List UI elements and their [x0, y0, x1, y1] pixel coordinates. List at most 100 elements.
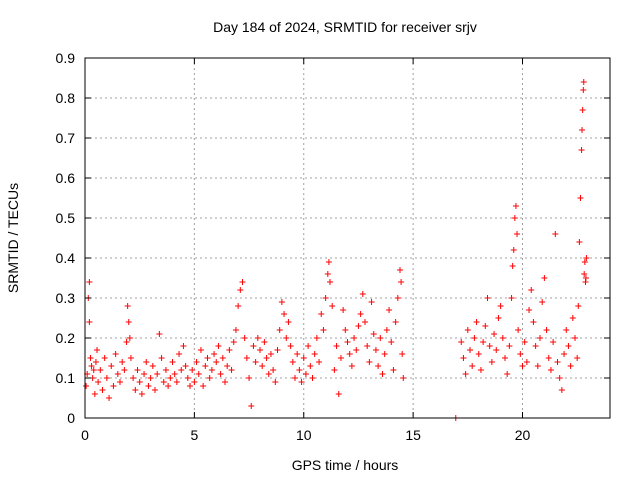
y-tick-label: 0.3	[56, 290, 76, 306]
data-point	[375, 363, 382, 369]
data-point	[556, 375, 563, 381]
data-point	[577, 195, 584, 201]
data-point	[495, 315, 502, 321]
data-point	[230, 339, 237, 345]
data-point	[313, 335, 320, 341]
data-point	[267, 351, 274, 357]
data-point	[499, 335, 506, 341]
data-point	[127, 355, 134, 361]
data-point	[246, 375, 253, 381]
data-point	[333, 343, 340, 349]
data-point	[305, 343, 312, 349]
data-point	[189, 367, 196, 373]
data-point	[569, 315, 576, 321]
data-point	[152, 387, 158, 393]
data-point	[204, 355, 211, 361]
data-point	[458, 339, 465, 345]
data-point	[399, 351, 406, 357]
data-point	[147, 375, 154, 381]
data-point	[219, 355, 226, 361]
data-point	[509, 263, 516, 269]
data-point	[331, 367, 338, 373]
data-point	[110, 383, 117, 389]
data-point	[125, 319, 132, 325]
data-point	[202, 363, 209, 369]
data-point	[191, 379, 198, 385]
y-tick-label: 0.5	[56, 210, 76, 226]
data-point	[250, 343, 257, 349]
axis-ticks: 0 0.1 0.2 0.3 0.4 0.5 0.6 0.7 0.8 0.9 0 5 10 15 20	[56, 50, 610, 443]
data-point	[526, 307, 533, 313]
data-point	[257, 347, 263, 353]
data-series	[83, 79, 590, 421]
data-point	[195, 371, 202, 377]
data-point	[480, 339, 487, 345]
data-point	[351, 335, 358, 341]
data-point	[397, 267, 403, 273]
data-point	[162, 367, 169, 373]
data-point	[337, 355, 344, 361]
data-point	[158, 355, 165, 361]
data-point	[176, 351, 183, 357]
data-point	[141, 371, 148, 377]
plot-frame	[84, 57, 611, 419]
data-point	[523, 359, 530, 365]
data-point	[136, 379, 143, 385]
data-point	[292, 375, 298, 381]
data-point	[510, 247, 517, 253]
data-point	[206, 375, 213, 381]
data-point	[580, 79, 587, 85]
data-point	[530, 319, 537, 325]
data-point	[171, 371, 178, 377]
data-point	[581, 271, 588, 277]
data-point	[554, 359, 561, 365]
data-point	[95, 379, 102, 385]
data-point	[101, 355, 108, 361]
data-point	[486, 343, 493, 349]
data-point	[318, 311, 325, 317]
data-point	[578, 147, 585, 153]
data-point	[362, 319, 368, 325]
data-point	[359, 291, 366, 297]
data-point	[90, 367, 97, 373]
data-point	[325, 259, 332, 265]
data-point	[173, 379, 180, 385]
data-point	[263, 355, 270, 361]
data-point	[357, 311, 364, 317]
data-point	[228, 367, 235, 373]
data-point	[558, 387, 565, 393]
data-point	[574, 355, 581, 361]
data-point	[541, 275, 548, 281]
data-point	[471, 335, 478, 341]
data-point	[165, 383, 172, 389]
data-point	[502, 355, 508, 361]
data-point	[117, 379, 123, 385]
data-point	[377, 335, 384, 341]
data-point	[580, 87, 587, 93]
data-point	[239, 279, 246, 285]
data-point	[272, 379, 279, 385]
data-point	[278, 299, 285, 305]
data-point	[124, 303, 131, 309]
data-point	[545, 355, 552, 361]
data-point	[477, 367, 484, 373]
data-point	[322, 295, 329, 301]
data-point	[388, 339, 395, 345]
data-point	[265, 371, 272, 377]
data-point	[213, 359, 220, 365]
data-point	[386, 307, 393, 313]
data-point	[521, 339, 528, 345]
data-point	[508, 295, 515, 301]
data-point	[537, 335, 543, 341]
data-point	[532, 343, 539, 349]
y-tick-label: 0.9	[56, 50, 76, 66]
data-point	[579, 107, 586, 113]
data-point	[103, 375, 110, 381]
data-point	[344, 339, 351, 345]
data-point	[504, 371, 511, 377]
data-point	[302, 371, 309, 377]
data-point	[270, 367, 277, 373]
data-point	[187, 383, 193, 389]
data-point	[582, 275, 589, 281]
data-point	[132, 387, 139, 393]
